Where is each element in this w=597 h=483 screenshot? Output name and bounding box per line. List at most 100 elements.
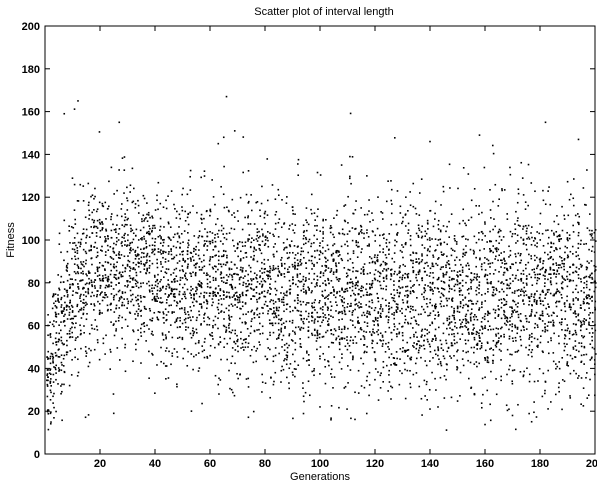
data-point [248, 283, 251, 285]
data-point [566, 256, 569, 259]
data-point [280, 330, 283, 333]
data-point [550, 321, 552, 323]
data-point [561, 328, 563, 331]
data-point [302, 301, 305, 303]
data-point [443, 375, 446, 377]
data-point [472, 332, 475, 335]
data-point [550, 314, 553, 317]
data-point [379, 244, 381, 247]
data-point [267, 270, 270, 273]
data-point [247, 202, 250, 204]
data-point [197, 283, 200, 285]
data-point [335, 214, 338, 216]
data-point [330, 305, 333, 307]
data-point [190, 294, 192, 296]
data-point [253, 329, 256, 332]
data-point [285, 320, 288, 323]
data-point [171, 352, 174, 355]
data-point [87, 270, 90, 273]
data-point [151, 229, 153, 232]
data-point [362, 362, 365, 365]
data-point [481, 268, 483, 271]
data-point [95, 235, 98, 237]
data-point [414, 309, 417, 312]
data-point [351, 262, 354, 264]
data-point [127, 300, 130, 303]
data-point [264, 242, 267, 245]
data-point [525, 328, 528, 330]
data-point [357, 322, 359, 324]
data-point [446, 319, 449, 322]
data-point [346, 306, 349, 308]
data-point [476, 273, 478, 276]
data-point [195, 286, 197, 289]
data-point [588, 317, 591, 320]
data-point [377, 297, 380, 299]
data-point [96, 339, 99, 341]
data-point [55, 321, 58, 323]
data-point [384, 299, 387, 301]
data-point [73, 248, 76, 251]
data-point [247, 216, 249, 219]
data-point [113, 228, 116, 231]
data-point [530, 309, 533, 311]
data-point [535, 301, 538, 303]
data-point [564, 318, 566, 320]
data-point [187, 350, 189, 353]
data-point [388, 326, 391, 329]
data-point [176, 356, 179, 358]
data-point [568, 280, 571, 283]
data-point [478, 281, 481, 284]
data-point [333, 288, 335, 291]
data-point [249, 287, 252, 289]
data-point [445, 273, 447, 276]
data-point [523, 242, 525, 245]
data-point [409, 369, 411, 372]
data-point [242, 136, 245, 138]
data-point [85, 318, 88, 321]
data-point [269, 283, 271, 285]
data-point [261, 373, 263, 376]
data-point [343, 337, 346, 340]
data-point [143, 325, 146, 327]
data-point [284, 267, 286, 270]
data-point [99, 223, 102, 225]
data-point [486, 258, 488, 261]
data-point [530, 351, 533, 354]
data-point [192, 327, 194, 330]
data-point [206, 357, 209, 359]
data-point [448, 315, 451, 318]
data-point [367, 235, 370, 238]
data-point [442, 185, 445, 188]
data-point [428, 388, 431, 391]
data-point [196, 288, 198, 291]
data-point [351, 358, 354, 361]
data-point [341, 259, 344, 262]
data-point [320, 271, 322, 273]
data-point [519, 290, 522, 293]
data-point [420, 356, 422, 359]
data-point [566, 237, 569, 239]
data-point [294, 268, 296, 270]
data-point [182, 270, 185, 273]
data-point [77, 241, 80, 244]
data-point [338, 290, 341, 293]
data-point [343, 328, 346, 330]
data-point [478, 307, 481, 309]
data-point [354, 391, 356, 394]
data-point [209, 242, 212, 245]
data-point [110, 213, 113, 215]
data-point [142, 226, 145, 229]
data-point [454, 264, 457, 266]
y-tick-label: 180 [22, 64, 40, 76]
data-point [50, 385, 52, 387]
data-point [179, 319, 181, 322]
data-point [184, 219, 187, 222]
data-point [417, 234, 420, 237]
data-point [213, 265, 216, 267]
data-point [409, 235, 412, 237]
data-point [156, 364, 158, 366]
data-point [66, 318, 69, 320]
data-point [522, 228, 524, 230]
data-point [63, 308, 65, 311]
